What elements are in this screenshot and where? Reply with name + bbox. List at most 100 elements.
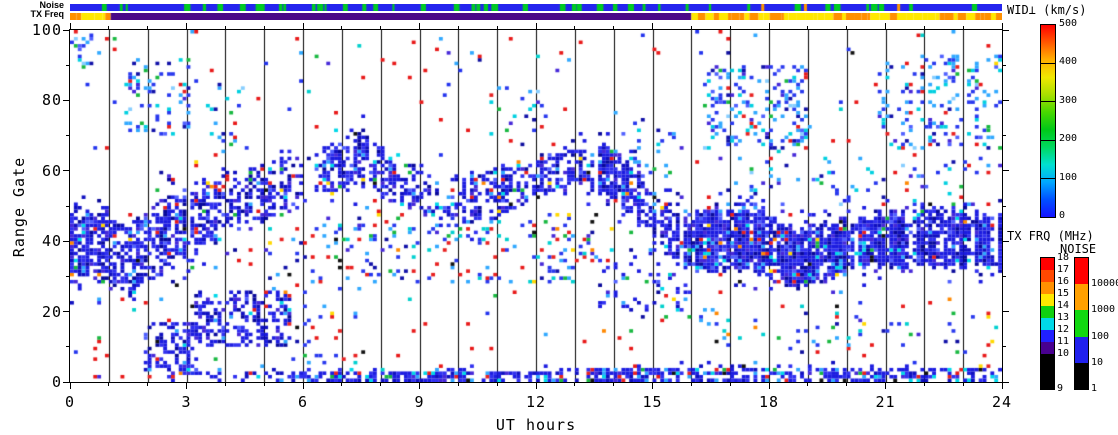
x-tick <box>846 382 848 386</box>
y-tick <box>63 99 70 101</box>
y-tick-label: 60 <box>41 161 62 180</box>
x-tick <box>652 382 653 389</box>
colorbar-value: 17 <box>1057 264 1070 276</box>
colorbar-segment <box>1041 342 1054 355</box>
x-tick <box>885 23 886 30</box>
y-tick-label: 100 <box>31 21 62 39</box>
x-tick-label: 12 <box>525 393 547 411</box>
x-tick <box>302 382 304 389</box>
noise-colorbar-title: NOISE <box>1060 242 1097 256</box>
x-tick <box>923 382 925 386</box>
wid-colorbar-value: 300 <box>1059 94 1078 106</box>
y-tick <box>1002 170 1009 172</box>
colorbar-value: 18 <box>1057 252 1070 263</box>
x-tick <box>962 26 964 30</box>
colorbar-segment <box>1075 362 1088 389</box>
colorbar-value: 15 <box>1057 288 1070 300</box>
x-tick <box>962 382 964 386</box>
x-tick <box>690 26 692 30</box>
x-tick <box>457 26 459 30</box>
x-tick <box>341 382 343 386</box>
x-tick-label: 9 <box>414 393 425 411</box>
x-tick <box>380 382 382 386</box>
colorbar-segment <box>1075 310 1088 337</box>
plot-area <box>69 29 1003 383</box>
colorbar-segment <box>1041 258 1054 271</box>
colorbar-value: 100 <box>1091 330 1110 342</box>
wid-colorbar-value: 0 <box>1059 210 1066 221</box>
x-tick <box>496 382 498 386</box>
x-tick <box>1001 382 1003 389</box>
x-tick <box>224 382 226 386</box>
colorbar-value: 14 <box>1057 300 1070 312</box>
y-tick <box>1002 205 1006 207</box>
range-time-heatmap <box>70 30 1002 382</box>
y-tick <box>1002 135 1006 137</box>
y-tick <box>1002 311 1009 313</box>
colorbar-value: 13 <box>1057 312 1070 324</box>
x-tick <box>419 23 420 30</box>
colorbar-segment <box>1041 318 1054 331</box>
colorbar-segment <box>1041 330 1054 343</box>
colorbar-value: 1 <box>1091 383 1098 394</box>
x-axis-title: UT hours <box>495 416 577 434</box>
colorbar-value: 12 <box>1057 324 1070 336</box>
wid-colorbar-tick <box>1041 62 1055 64</box>
x-tick <box>885 382 886 389</box>
colorbar-segment <box>1041 354 1054 389</box>
x-tick <box>224 26 226 30</box>
x-tick <box>768 23 770 30</box>
x-tick <box>380 26 382 30</box>
colorbar-segment <box>1075 284 1088 311</box>
y-tick-label: 80 <box>41 91 62 110</box>
x-tick-label: 21 <box>875 393 896 411</box>
y-tick <box>63 170 70 172</box>
x-tick <box>1001 23 1003 30</box>
x-tick <box>535 23 537 30</box>
x-tick <box>652 23 653 30</box>
x-tick <box>147 382 149 386</box>
wid-colorbar-value: 100 <box>1059 171 1078 183</box>
x-tick <box>729 26 731 30</box>
y-tick-label: 0 <box>51 373 62 391</box>
wid-colorbar-value: 500 <box>1059 18 1078 29</box>
y-tick <box>63 29 70 31</box>
x-tick <box>108 382 110 386</box>
x-tick <box>419 382 420 389</box>
x-tick <box>807 26 809 30</box>
colorbar-segment <box>1041 282 1054 295</box>
colorbar-value: 11 <box>1057 336 1070 348</box>
x-tick <box>263 382 265 386</box>
y-tick <box>1002 29 1009 31</box>
y-tick <box>66 64 70 66</box>
y-tick <box>1002 99 1009 101</box>
x-tick <box>574 26 576 30</box>
x-tick <box>496 26 498 30</box>
y-tick <box>66 275 70 277</box>
txfreq-strip-label: TX Freq <box>30 9 64 19</box>
x-tick-label: 18 <box>758 393 780 411</box>
y-axis-title: Range Gate <box>10 156 28 258</box>
x-tick <box>302 23 304 30</box>
colorbar-value: 1000 <box>1091 304 1116 316</box>
x-tick <box>69 23 71 30</box>
x-tick <box>729 382 731 386</box>
noise-strip-label: Noise <box>39 0 64 10</box>
colorbar-value: 10 <box>1057 348 1070 360</box>
colorbar-segment <box>1041 306 1054 319</box>
y-tick <box>1002 240 1009 242</box>
x-tick <box>690 382 692 386</box>
x-tick <box>263 26 265 30</box>
txfreq-strip-bar <box>70 13 1002 20</box>
wid-colorbar-value: 400 <box>1059 56 1078 68</box>
x-tick <box>807 382 809 386</box>
y-tick <box>1002 346 1006 348</box>
x-tick <box>186 23 187 30</box>
x-tick <box>108 26 110 30</box>
x-tick <box>186 382 187 389</box>
colorbar-segment <box>1075 336 1088 363</box>
y-tick <box>63 311 70 313</box>
colorbar-segment <box>1075 258 1088 285</box>
x-tick <box>768 382 770 389</box>
